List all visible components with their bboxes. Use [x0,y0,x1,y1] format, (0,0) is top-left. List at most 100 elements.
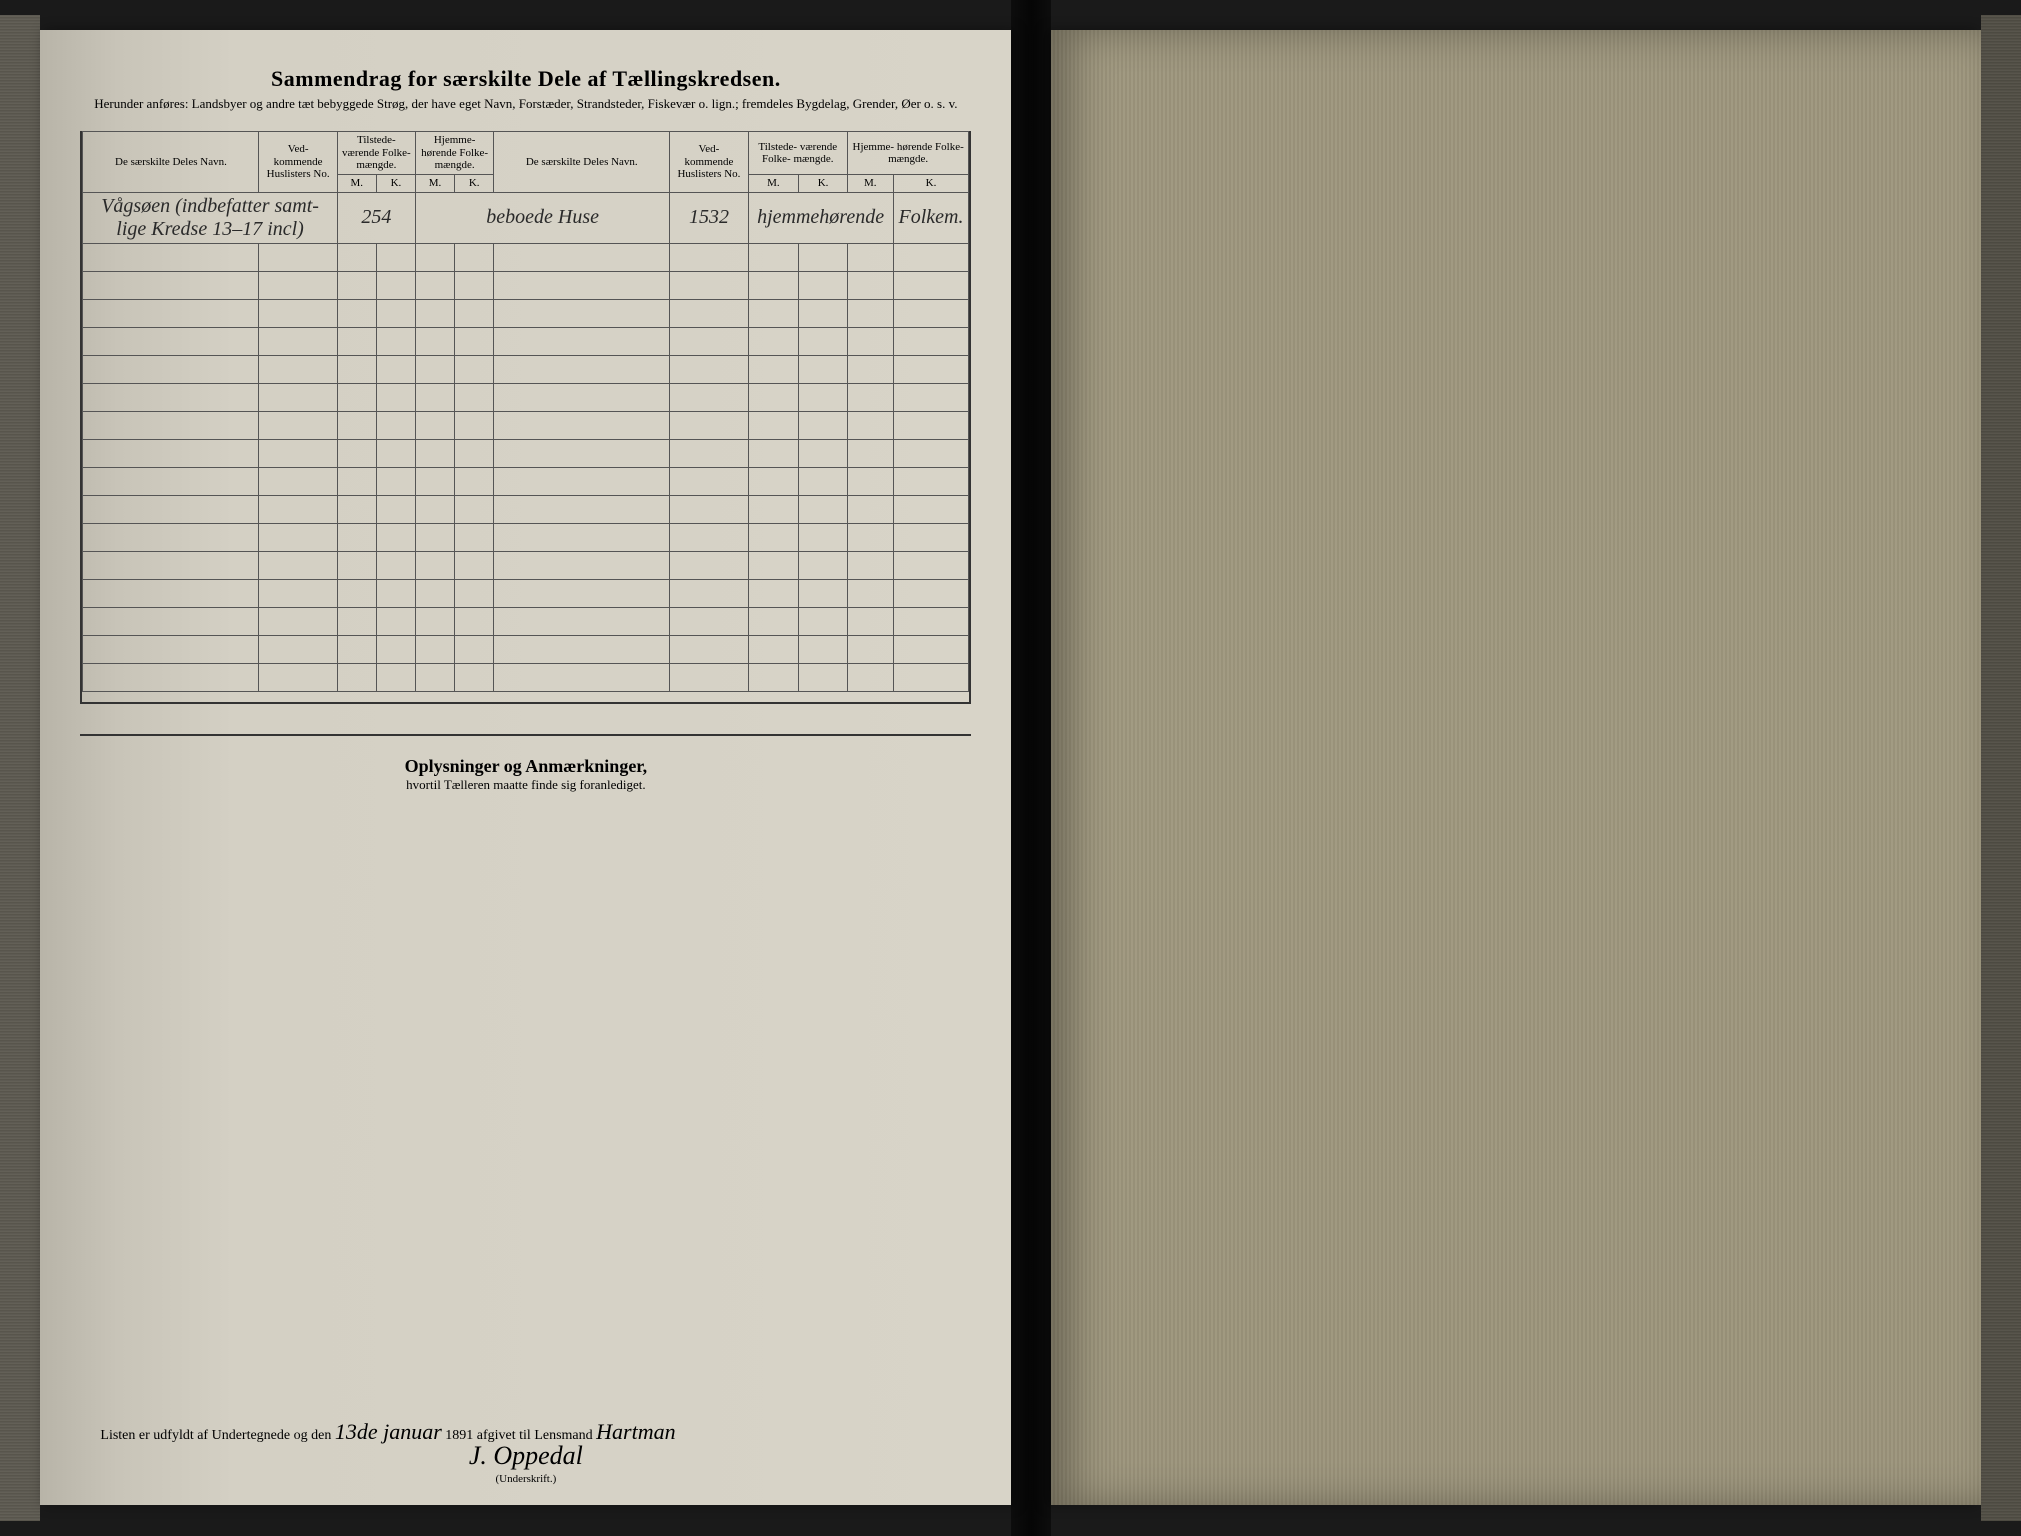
blank-cell [494,579,670,607]
cell-count2: 1532 [670,192,748,243]
blank-cell [259,551,337,579]
blank-cell [494,327,670,355]
blank-cell [893,495,969,523]
blank-cell [670,551,748,579]
blank-cell [494,355,670,383]
notes-title: Oplysninger og Anmærkninger, [80,756,971,777]
blank-cell [455,607,494,635]
blank-cell [494,523,670,551]
blank-cell [415,439,454,467]
signature: J. Oppedal [40,1441,1011,1471]
blank-cell [455,523,494,551]
blank-cell [259,355,337,383]
blank-cell [83,495,259,523]
blank-cell [893,299,969,327]
blank-cell [259,523,337,551]
blank-cell [494,635,670,663]
col-k-2: K. [455,175,494,193]
blank-row [83,299,969,327]
data-row-1: Vågsøen (indbefatter samt-lige Kredse 13… [83,192,969,243]
col-k-3: K. [799,175,848,193]
blank-cell [893,523,969,551]
blank-cell [799,635,848,663]
blank-cell [83,663,259,691]
blank-cell [847,439,893,467]
col-m-3: M. [748,175,799,193]
blank-cell [847,663,893,691]
blank-cell [376,663,415,691]
blank-row [83,411,969,439]
blank-cell [670,411,748,439]
blank-cell [799,467,848,495]
blank-cell [415,663,454,691]
blank-row [83,439,969,467]
blank-cell [494,299,670,327]
col-k-1: K. [376,175,415,193]
blank-cell [259,327,337,355]
blank-cell [337,327,376,355]
blank-cell [670,271,748,299]
blank-cell [259,495,337,523]
table-header: De særskilte Deles Navn. Ved- kommende H… [83,132,969,193]
col-huslister-1: Ved- kommende Huslisters No. [259,132,337,193]
book-edge-right [1981,15,2021,1520]
blank-cell [893,383,969,411]
blank-cell [415,327,454,355]
blank-cell [670,467,748,495]
blank-cell [455,327,494,355]
blank-cell [494,383,670,411]
blank-row [83,327,969,355]
blank-cell [799,663,848,691]
blank-cell [455,579,494,607]
blank-cell [670,243,748,271]
blank-cell [376,607,415,635]
book-gutter [1011,0,1051,1536]
col-navn-2: De særskilte Deles Navn. [494,132,670,193]
blank-row [83,243,969,271]
left-page: Sammendrag for særskilte Dele af Tælling… [40,30,1011,1505]
col-tilstede-2: Tilstede- værende Folke- mængde. [748,132,847,175]
blank-cell [799,523,848,551]
blank-cell [337,243,376,271]
blank-cell [893,439,969,467]
title-block: Sammendrag for særskilte Dele af Tælling… [80,66,971,113]
page-title: Sammendrag for særskilte Dele af Tælling… [80,66,971,92]
blank-cell [670,523,748,551]
blank-cell [893,663,969,691]
blank-cell [799,243,848,271]
blank-cell [455,467,494,495]
blank-cell [376,299,415,327]
book-spread: Sammendrag for særskilte Dele af Tælling… [0,0,2021,1536]
blank-cell [455,299,494,327]
blank-cell [799,327,848,355]
blank-cell [415,243,454,271]
signature-block: J. Oppedal (Underskrift.) [40,1441,1011,1485]
blank-cell [847,579,893,607]
blank-row [83,579,969,607]
blank-cell [748,243,799,271]
blank-cell [748,663,799,691]
blank-cell [259,467,337,495]
blank-cell [748,495,799,523]
blank-cell [494,467,670,495]
blank-cell [670,439,748,467]
blank-cell [748,271,799,299]
blank-cell [337,299,376,327]
blank-cell [847,607,893,635]
blank-cell [415,635,454,663]
blank-cell [748,327,799,355]
blank-cell [847,383,893,411]
cell-count1: 254 [337,192,415,243]
blank-cell [670,607,748,635]
blank-cell [337,467,376,495]
blank-cell [799,383,848,411]
blank-cell [259,663,337,691]
blank-cell [415,607,454,635]
blank-cell [337,355,376,383]
blank-cell [337,579,376,607]
blank-cell [799,299,848,327]
col-tilstede-1: Tilstede- værende Folke- mængde. [337,132,415,175]
blank-cell [455,663,494,691]
blank-cell [337,663,376,691]
blank-cell [376,383,415,411]
